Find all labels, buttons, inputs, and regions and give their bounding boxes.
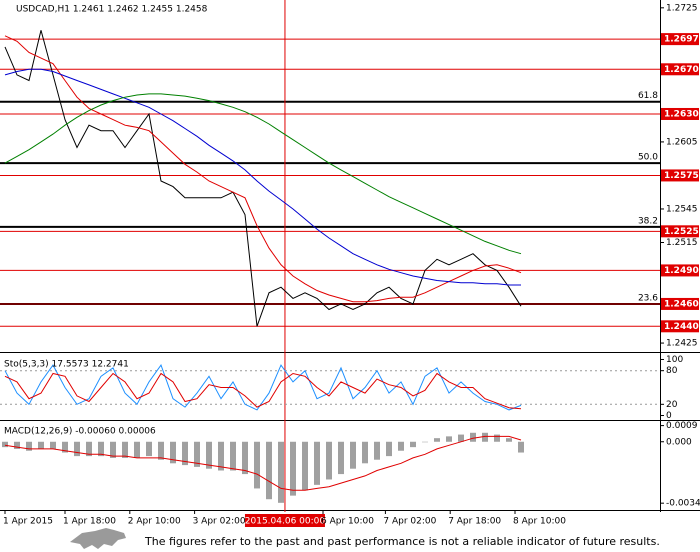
level-label: 1.2697 [664, 35, 699, 45]
histogram-bar [38, 441, 44, 449]
histogram-bar [494, 434, 500, 442]
series-line [4, 30, 522, 327]
panel-title: USDCAD,H1 1.2461 1.2462 1.2455 1.2458 [16, 5, 208, 15]
histogram-bar [434, 438, 440, 442]
histogram-bar [410, 441, 416, 448]
x-tick-label: 3 Apr 02:00 [193, 517, 246, 527]
x-tick-label: 1 Apr 2015 [3, 517, 53, 527]
histogram-bar [14, 441, 20, 449]
y-tick-label: 1.2545 [666, 204, 698, 214]
histogram-bar [506, 438, 512, 442]
y-tick-label: 80 [666, 366, 678, 376]
y-tick-label: 1.2425 [666, 339, 698, 349]
histogram-bar [254, 441, 260, 489]
histogram-bar [278, 441, 284, 503]
level-tag [661, 169, 699, 182]
histogram-bar [242, 441, 248, 475]
level-tag [661, 225, 699, 238]
crosshair-label: 2015.04.06 00:00 [245, 517, 326, 527]
series-line [4, 372, 522, 410]
y-tick-label: 1.2725 [666, 3, 698, 13]
x-tick-label: 2 Apr 10:00 [128, 517, 181, 527]
histogram-bar [182, 441, 188, 466]
histogram-bar [290, 441, 296, 496]
series-line [4, 435, 522, 491]
level-tag [661, 320, 699, 333]
histogram-bar [458, 434, 464, 442]
level-label: 1.2440 [664, 322, 699, 332]
y-tick-label: -0.00342 [666, 499, 700, 509]
fibo-label: 23.6 [638, 293, 658, 303]
disclaimer: The figures refer to the past and past p… [144, 535, 660, 548]
histogram-bar [158, 441, 164, 460]
y-tick-label: 0.0009 [666, 421, 698, 431]
fibo-label: 61.8 [638, 91, 658, 101]
level-label: 1.2575 [664, 171, 699, 181]
level-label: 1.2670 [664, 65, 699, 75]
chart-background [0, 0, 700, 530]
level-label: 1.2460 [664, 299, 699, 309]
histogram-bar [218, 441, 224, 471]
histogram-bar [86, 441, 92, 457]
histogram-bar [98, 441, 104, 457]
histogram-bar [110, 441, 116, 458]
y-tick-label: 0 [666, 411, 672, 421]
histogram-bar [134, 441, 140, 458]
histogram-bar [386, 441, 392, 457]
logo [70, 528, 126, 549]
crosshair-tag [244, 514, 325, 527]
series-line [4, 93, 522, 255]
histogram-bar [230, 441, 236, 471]
x-tick-label: 6 Apr 10:00 [321, 517, 374, 527]
level-tag [661, 63, 699, 76]
histogram-bar [350, 441, 356, 469]
x-tick-label: 7 Apr 02:00 [383, 517, 436, 527]
level-tag [661, 264, 699, 277]
x-tick-label: 7 Apr 18:00 [448, 517, 501, 527]
histogram-bar [518, 441, 524, 453]
histogram-bar [338, 441, 344, 475]
x-tick-label: 8 Apr 10:00 [513, 517, 566, 527]
histogram-bar [170, 441, 176, 464]
y-tick-label: 100 [666, 355, 683, 365]
histogram-bar [206, 441, 212, 469]
level-tag [661, 33, 699, 46]
y-tick-label: 20 [666, 400, 678, 410]
histogram-bar [2, 441, 8, 448]
histogram-bar [194, 441, 200, 467]
fibo-label: 50.0 [638, 153, 658, 163]
histogram-bar [362, 441, 368, 464]
histogram-bar [446, 436, 452, 442]
fibo-label: 38.2 [638, 216, 658, 226]
level-label: 1.2630 [664, 109, 699, 119]
series-line [4, 364, 522, 411]
panel-title: Sto(5,3,3) 17.5573 12.2741 [4, 360, 129, 370]
histogram-bar [326, 441, 332, 480]
histogram-bar [26, 441, 32, 451]
y-tick-label: 1.2515 [666, 238, 698, 248]
histogram-bar [422, 441, 428, 443]
level-tag [661, 297, 699, 310]
panel-title: MACD(12,26,9) -0.00060 0.00006 [4, 427, 156, 437]
histogram-bar [482, 432, 488, 442]
histogram-bar [266, 441, 272, 500]
x-tick-label: 1 Apr 18:00 [63, 517, 116, 527]
y-tick-label: 0.000 [666, 437, 692, 447]
histogram-bar [146, 441, 152, 457]
y-tick-label: 1.2605 [666, 137, 698, 147]
level-tag [661, 107, 699, 120]
level-label: 1.2490 [664, 266, 699, 276]
histogram-bar [314, 441, 320, 485]
histogram-bar [398, 441, 404, 451]
histogram-bar [74, 441, 80, 457]
histogram-bar [374, 441, 380, 460]
series-line [4, 68, 521, 286]
histogram-bar [122, 441, 128, 458]
level-label: 1.2525 [664, 227, 699, 237]
histogram-bar [470, 432, 476, 442]
histogram-bar [302, 441, 308, 491]
histogram-bar [62, 441, 68, 453]
histogram-bar [50, 441, 56, 449]
